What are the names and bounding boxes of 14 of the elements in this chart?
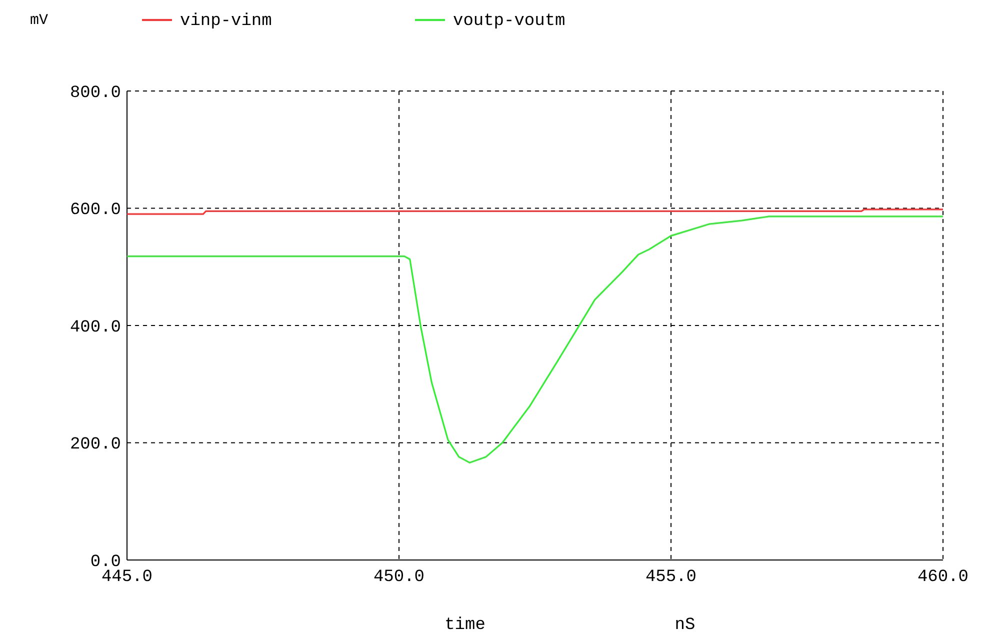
y-tick-label: 800.0 xyxy=(70,84,121,103)
x-tick-label: 460.0 xyxy=(917,568,969,587)
y-axis-title: mV xyxy=(30,12,48,29)
legend-label: vinp-vinm xyxy=(180,12,272,31)
x-tick-label: 445.0 xyxy=(101,568,153,587)
y-tick-label: 400.0 xyxy=(70,318,121,338)
x-tick-label: 455.0 xyxy=(645,568,697,587)
legend-label: voutp-voutm xyxy=(453,12,566,31)
y-tick-label: 600.0 xyxy=(70,201,121,220)
x-tick-label: 450.0 xyxy=(373,568,425,587)
y-tick-label: 200.0 xyxy=(70,436,121,455)
text: nS xyxy=(674,616,696,635)
x-axis-title: time xyxy=(444,616,486,635)
line-series xyxy=(126,216,944,464)
